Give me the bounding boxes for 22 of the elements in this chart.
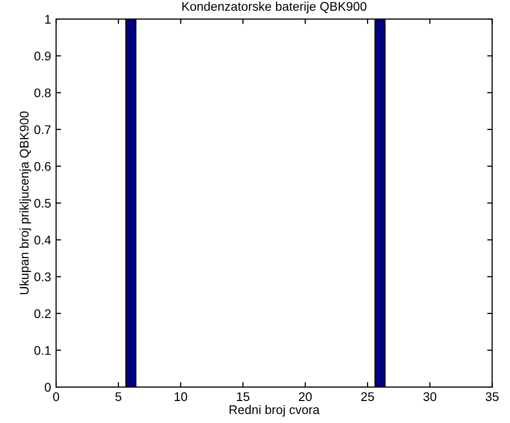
x-axis-title: Redni broj cvora — [230, 404, 320, 417]
x-tick-label: 35 — [486, 392, 499, 402]
y-tick-label: 0 — [44, 382, 51, 392]
y-tick-label: 0.1 — [34, 346, 51, 355]
x-tick-label: 10 — [174, 392, 188, 402]
y-tick-label: 1 — [45, 14, 51, 24]
y-tick-label: 0.2 — [34, 309, 51, 318]
y-tick-label: 0.5 — [34, 198, 51, 208]
y-tick-label: 0.3 — [34, 272, 51, 282]
x-tick-label: 5 — [115, 392, 122, 402]
y-tick-label: 0.7 — [34, 125, 51, 134]
x-tick-label: 25 — [361, 392, 374, 402]
chart-title: Kondenzatorske baterije QBK900 — [182, 2, 366, 14]
y-tick-label: 0.8 — [34, 88, 51, 98]
y-tick-label: 0.9 — [34, 52, 51, 60]
y-axis-title: Ukupan broj prikljucenja QBK900 — [19, 111, 32, 294]
y-tick-label: 0.4 — [34, 236, 51, 244]
x-tick-label: 0 — [53, 392, 60, 402]
x-tick-label: 30 — [423, 392, 436, 402]
y-tick-label: 0.6 — [34, 162, 51, 171]
x-tick-label: 15 — [236, 392, 250, 402]
x-tick-label: 20 — [298, 392, 312, 402]
